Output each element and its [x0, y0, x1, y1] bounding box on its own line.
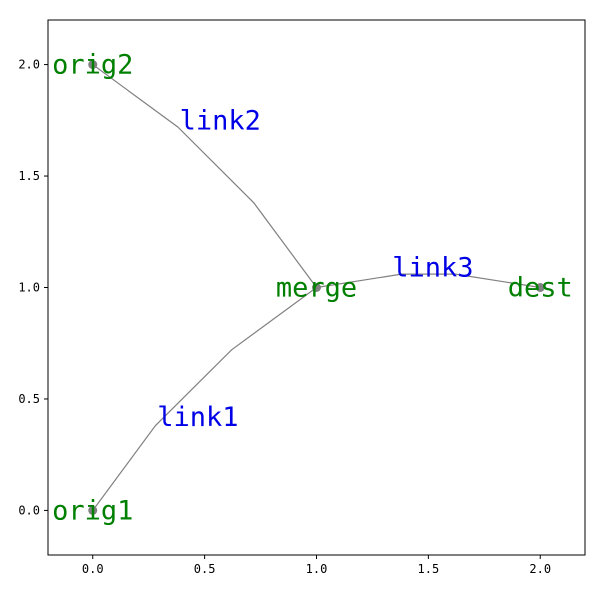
node-orig1	[88, 505, 98, 515]
y-tick-label: 2.0	[18, 58, 40, 72]
node-merge	[312, 283, 321, 292]
node-label-dest: dest	[508, 273, 573, 304]
node-label-orig2: orig2	[52, 50, 133, 81]
x-tick-label: 1.5	[418, 562, 440, 576]
node-label-orig1: orig1	[52, 495, 133, 526]
link-label-link1: link1	[157, 402, 238, 433]
node-label-merge: merge	[276, 273, 357, 304]
link-label-link3: link3	[392, 252, 473, 283]
edges-layer	[92, 64, 541, 511]
nodes-layer	[88, 60, 545, 515]
y-tick-label: 0.5	[18, 392, 40, 406]
x-tick-label: 0.0	[82, 562, 104, 576]
link-label-link2: link2	[180, 105, 261, 136]
x-tick-label: 1.0	[306, 562, 328, 576]
y-axis-ticks: 0.0 0.5 1.0 1.5 2.0	[18, 58, 48, 517]
x-tick-label: 2.0	[529, 562, 551, 576]
edge-link1	[92, 287, 317, 511]
y-tick-label: 0.0	[18, 503, 40, 517]
labels-layer: orig1 orig2 merge dest link1 link2 link3	[52, 50, 573, 527]
edge-link3	[316, 273, 541, 289]
edge-link2	[92, 64, 317, 288]
x-axis-ticks: 0.0 0.5 1.0 1.5 2.0	[82, 555, 551, 576]
y-tick-label: 1.5	[18, 169, 40, 183]
y-tick-label: 1.0	[18, 281, 40, 295]
node-orig2	[88, 60, 98, 70]
x-tick-label: 0.5	[194, 562, 216, 576]
node-dest	[535, 283, 545, 292]
